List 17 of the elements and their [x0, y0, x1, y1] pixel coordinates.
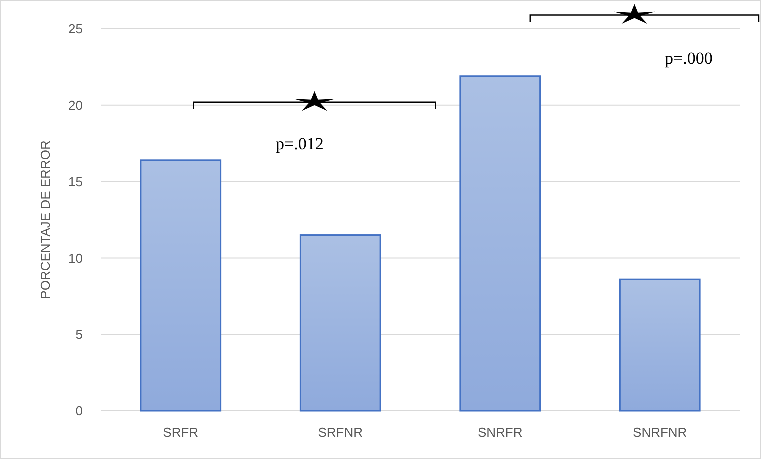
y-tick-label: 0 — [76, 404, 83, 419]
y-tick-label: 15 — [68, 174, 83, 190]
y-axis-title: PORCENTAJE DE ERROR — [38, 140, 53, 300]
bar — [300, 234, 382, 412]
x-tick-label: SNRFNR — [633, 425, 688, 440]
y-tick-label: 20 — [68, 98, 83, 113]
y-tick-label: 25 — [68, 22, 83, 37]
x-tick-label: SRFNR — [318, 425, 364, 440]
y-tick-label: 10 — [68, 250, 83, 266]
x-tick-label: SRFR — [163, 425, 199, 440]
bar — [619, 278, 701, 412]
annotation: p=.000 — [665, 49, 713, 68]
y-tick-label: 5 — [76, 327, 83, 342]
x-tick-label: SNRFR — [478, 425, 523, 440]
bar — [140, 160, 222, 412]
bar — [460, 76, 542, 412]
annotation: p=.012 — [276, 134, 324, 154]
